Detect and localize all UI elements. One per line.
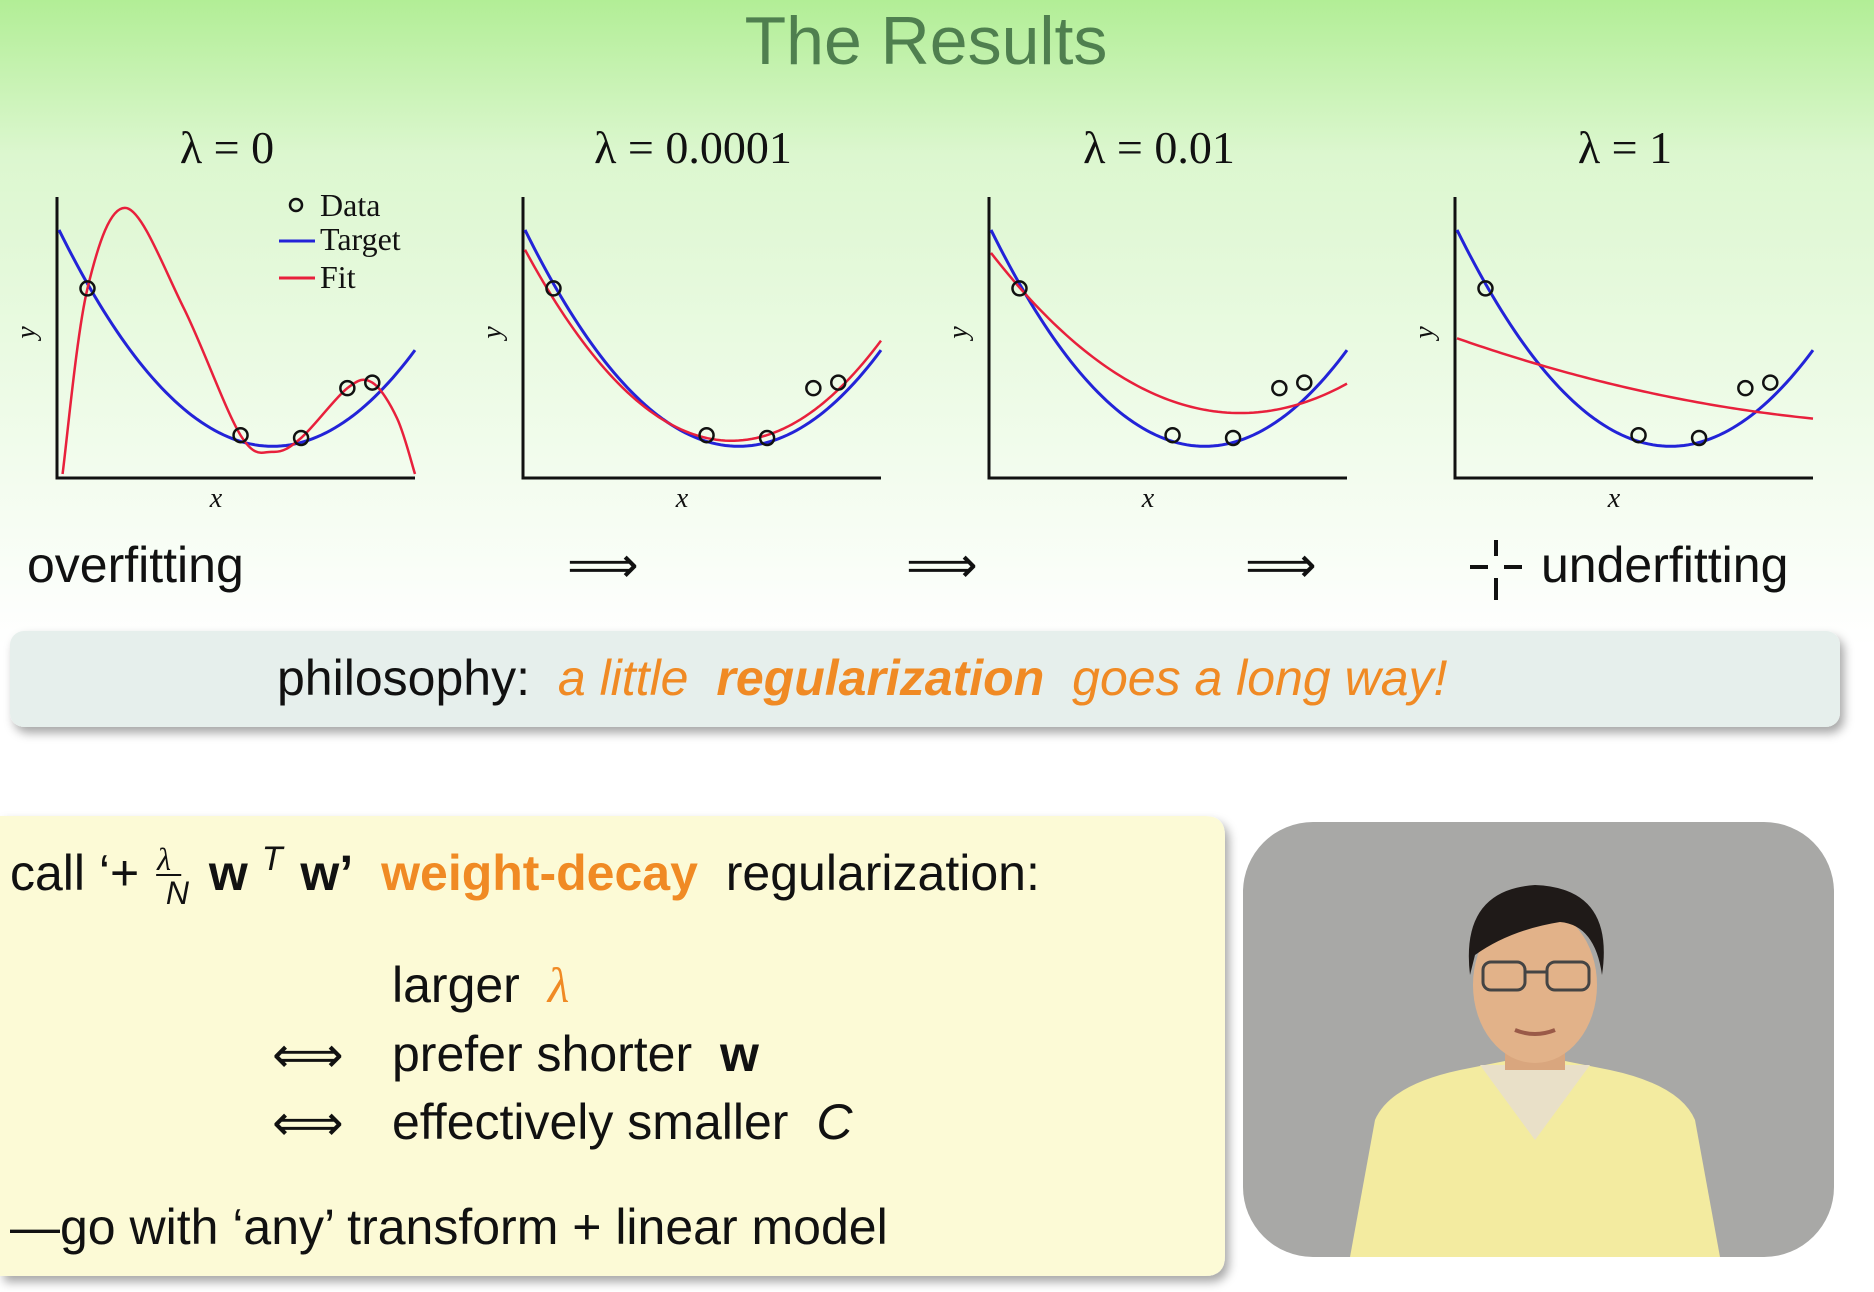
line-text: larger λ	[392, 957, 569, 1013]
legend-label: Fit	[320, 259, 356, 295]
philosophy-phrase: goes a long way!	[1072, 650, 1447, 706]
axes	[1453, 197, 1813, 480]
line-symbol: λ	[546, 957, 570, 1013]
legend-marker	[288, 197, 304, 213]
weight-decay-term: weight-decay	[380, 845, 698, 901]
data-point	[1224, 429, 1242, 447]
data-point	[830, 374, 847, 391]
philosophy-phrase: a little	[558, 650, 689, 706]
line-symbol: w	[719, 1026, 759, 1082]
panel-label: λ = 0	[180, 122, 274, 173]
plot-panel: λ = 0 x y	[11, 122, 417, 514]
x-axis-label: x	[209, 483, 223, 514]
fraction-denominator: N	[166, 875, 190, 911]
data-point	[805, 379, 822, 397]
fit-curve	[61, 206, 417, 475]
x-axis-label: x	[1607, 483, 1621, 514]
equivalence-arrow: ⟺	[272, 1027, 344, 1083]
line-text: prefer shorter w	[392, 1026, 759, 1082]
x-axis-label: x	[1141, 483, 1155, 514]
axes	[55, 197, 415, 480]
intro-symbol: w’	[299, 845, 353, 901]
slide-title: The Results	[745, 3, 1108, 79]
plot-panel: λ = 0.01 x y	[943, 122, 1349, 514]
line-symbol: C	[816, 1094, 853, 1150]
overfitting-label: overfitting	[27, 537, 244, 593]
y-axis-label: y	[477, 326, 508, 342]
axes	[987, 197, 1347, 480]
data-point	[364, 374, 381, 391]
line-text: effectively smaller C	[392, 1094, 853, 1150]
intro-text: regularization:	[726, 845, 1040, 901]
philosophy-lead: philosophy:	[277, 650, 530, 706]
arrow: ⟹	[1245, 537, 1317, 593]
plots: λ = 0 x y λ = 0.0001 x y λ = 0.01 x y λ = 1 x y Data…	[11, 122, 1815, 514]
line-body: larger	[392, 957, 520, 1013]
data-point	[1690, 429, 1708, 447]
data-point	[698, 426, 715, 444]
data-point	[1011, 280, 1028, 297]
panel-label: λ = 0.0001	[594, 122, 792, 173]
panel-label: λ = 1	[1578, 122, 1672, 173]
legend-label: Data	[320, 187, 380, 223]
philosophy-box	[10, 631, 1840, 727]
data-point	[1296, 374, 1313, 391]
plot-panel: λ = 0.0001 x y	[477, 122, 883, 514]
philosophy-text: philosophy: a little regularization goes…	[277, 650, 1448, 706]
line-body: prefer shorter	[392, 1026, 692, 1082]
data-point	[1164, 426, 1181, 444]
intro-superscript: T	[262, 840, 285, 878]
y-axis-label: y	[943, 326, 974, 342]
intro-text: call ‘+	[10, 845, 139, 901]
intro-symbol: w	[208, 845, 248, 901]
arrow: ⟹	[567, 537, 639, 593]
fraction-numerator: λ	[156, 841, 171, 877]
data-point	[79, 280, 96, 297]
arrow: ⟹	[906, 537, 978, 593]
fit-curve	[1456, 337, 1814, 420]
philosophy-emphasis: regularization	[716, 650, 1044, 706]
y-axis-label: y	[1409, 326, 1440, 342]
data-point	[339, 379, 356, 397]
weight-decay-intro: call ‘+ λ N w T w’ weight-decay regulari…	[10, 825, 1040, 915]
weight-decay-box	[0, 816, 1225, 1276]
data-point	[545, 280, 562, 297]
underfitting-label: underfitting	[1541, 537, 1788, 593]
equivalence-arrow: ⟺	[272, 1095, 344, 1151]
data-point	[758, 429, 776, 447]
fit-curve	[523, 249, 882, 442]
data-point	[1477, 280, 1494, 297]
axes	[521, 197, 881, 480]
legend-label: Target	[320, 221, 401, 257]
line-body: effectively smaller	[392, 1094, 788, 1150]
data-point	[1630, 426, 1647, 444]
fit-curve	[990, 252, 1348, 415]
plot-panel: λ = 1 x y	[1409, 122, 1815, 514]
data-point	[1271, 379, 1288, 397]
y-axis-label: y	[11, 326, 42, 342]
data-point	[292, 429, 310, 447]
lecturer-video	[1243, 822, 1834, 1257]
cursor-icon	[1470, 540, 1522, 600]
data-point	[232, 426, 249, 444]
closing-text: —go with ‘any’ transform + linear model	[10, 1199, 888, 1255]
data-point	[1737, 379, 1754, 397]
x-axis-label: x	[675, 483, 689, 514]
data-point	[1762, 374, 1779, 391]
panel-label: λ = 0.01	[1083, 122, 1235, 173]
